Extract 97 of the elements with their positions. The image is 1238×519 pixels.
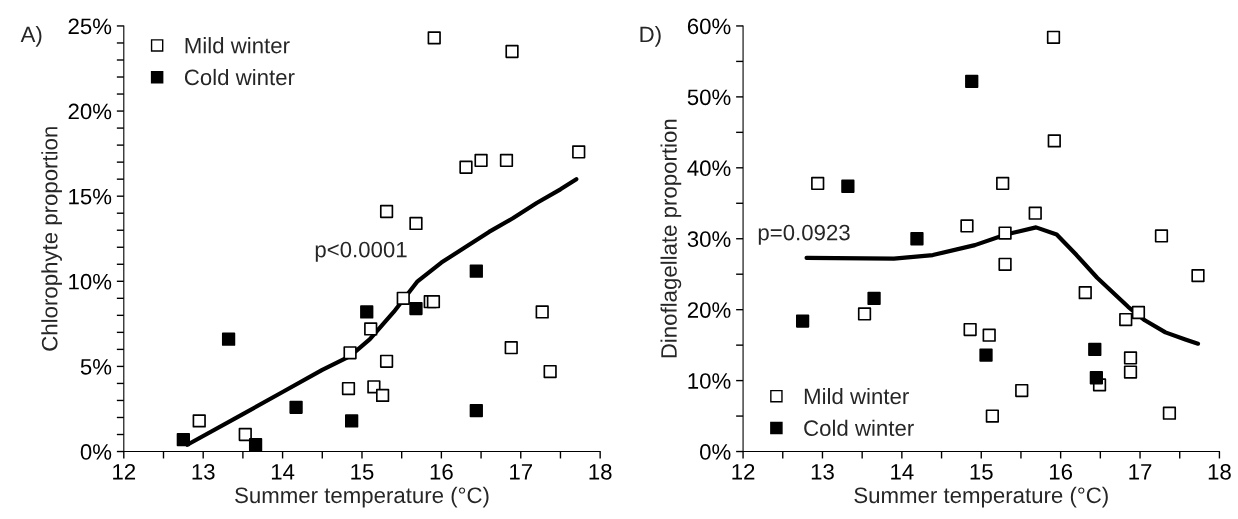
legend-label: Mild winter bbox=[185, 37, 290, 54]
x-tick-label: 17 bbox=[1129, 464, 1152, 480]
x-tick-label: 18 bbox=[1208, 463, 1231, 480]
x-tick-label: 16 bbox=[1049, 463, 1073, 480]
point bbox=[1047, 134, 1061, 148]
point bbox=[176, 432, 190, 447]
point bbox=[1088, 342, 1102, 357]
point bbox=[1162, 406, 1177, 420]
y-tick-label: 0% bbox=[700, 444, 731, 460]
y-tick-label: 5% bbox=[80, 359, 112, 375]
point bbox=[469, 264, 483, 278]
point bbox=[343, 346, 357, 360]
point bbox=[857, 307, 872, 321]
point bbox=[341, 381, 356, 396]
x-tick-label: 18 bbox=[589, 463, 612, 480]
point bbox=[1015, 383, 1029, 398]
point bbox=[543, 364, 557, 379]
legend-label: Cold winter bbox=[804, 419, 914, 437]
legend-label: Mild winter bbox=[804, 387, 909, 405]
y-tick-label: 20% bbox=[68, 103, 112, 120]
point bbox=[221, 332, 236, 346]
point bbox=[910, 232, 924, 246]
point bbox=[379, 354, 394, 368]
legend-label: Cold winter bbox=[184, 68, 295, 86]
text: A) bbox=[20, 25, 42, 47]
point bbox=[289, 400, 303, 414]
point bbox=[572, 145, 586, 159]
x-tick-label: 16 bbox=[430, 463, 453, 480]
x-tick-label: 14 bbox=[891, 464, 914, 480]
y-tick-label: 40% bbox=[687, 160, 731, 177]
point bbox=[535, 305, 549, 319]
point bbox=[998, 257, 1012, 271]
x-tick-label: 12 bbox=[113, 463, 136, 480]
point bbox=[375, 388, 390, 402]
x-axis-title: Summer temperature (°C) bbox=[235, 486, 489, 508]
point bbox=[192, 414, 206, 428]
y-tick-label: 10% bbox=[69, 273, 112, 290]
y-tick-label: 60% bbox=[687, 18, 731, 35]
y-axis-title: Dinoflagellate proportion bbox=[660, 119, 682, 358]
point bbox=[841, 179, 855, 193]
y-tick-label: 25% bbox=[68, 18, 112, 35]
x-axis-title: Summer temperature (°C) bbox=[854, 486, 1108, 508]
x-tick-label: 17 bbox=[510, 464, 533, 480]
point bbox=[1123, 351, 1138, 365]
x-tick-label: 13 bbox=[811, 463, 834, 480]
point bbox=[1078, 286, 1092, 300]
point bbox=[1119, 312, 1133, 327]
point bbox=[364, 322, 378, 336]
point bbox=[1123, 365, 1138, 379]
point bbox=[1046, 30, 1061, 44]
point bbox=[982, 328, 996, 342]
point bbox=[426, 295, 441, 309]
y-axis-title: Chlorophyte proportion bbox=[41, 127, 62, 351]
point bbox=[345, 414, 359, 428]
point bbox=[409, 216, 423, 231]
point bbox=[469, 404, 483, 418]
point bbox=[963, 322, 977, 337]
point bbox=[979, 348, 993, 362]
point bbox=[248, 438, 263, 452]
point bbox=[409, 301, 423, 316]
annotation: p<0.0001 bbox=[315, 241, 407, 262]
point bbox=[474, 153, 488, 168]
x-tick-label: 14 bbox=[271, 464, 295, 480]
annotation: p=0.0923 bbox=[758, 224, 850, 245]
y-tick-label: 10% bbox=[688, 373, 731, 389]
y-tick-label: 30% bbox=[687, 231, 731, 248]
y-tick-label: 50% bbox=[687, 89, 731, 106]
point bbox=[499, 153, 514, 168]
point bbox=[1191, 268, 1205, 283]
point bbox=[427, 31, 441, 45]
point bbox=[996, 176, 1010, 191]
point bbox=[960, 219, 974, 233]
point bbox=[360, 305, 374, 319]
point bbox=[505, 44, 519, 59]
text: D) bbox=[640, 25, 661, 47]
point bbox=[504, 341, 518, 355]
point bbox=[1028, 206, 1042, 220]
point bbox=[459, 160, 473, 174]
x-tick-label: 13 bbox=[192, 463, 215, 480]
y-tick-label: 15% bbox=[69, 188, 112, 205]
point bbox=[1154, 229, 1169, 243]
point bbox=[379, 204, 394, 219]
x-tick-label: 12 bbox=[732, 463, 755, 480]
y-tick-label: 20% bbox=[687, 302, 731, 318]
point bbox=[867, 291, 881, 305]
point bbox=[965, 74, 979, 88]
x-tick-label: 15 bbox=[970, 464, 993, 480]
point bbox=[811, 176, 825, 191]
point bbox=[1131, 305, 1146, 320]
x-tick-label: 15 bbox=[351, 464, 374, 480]
point bbox=[998, 226, 1012, 240]
point bbox=[396, 291, 410, 305]
y-tick-label: 0% bbox=[80, 444, 112, 460]
point bbox=[795, 314, 810, 328]
point bbox=[1089, 371, 1104, 385]
point bbox=[238, 427, 252, 442]
point bbox=[985, 409, 1000, 423]
